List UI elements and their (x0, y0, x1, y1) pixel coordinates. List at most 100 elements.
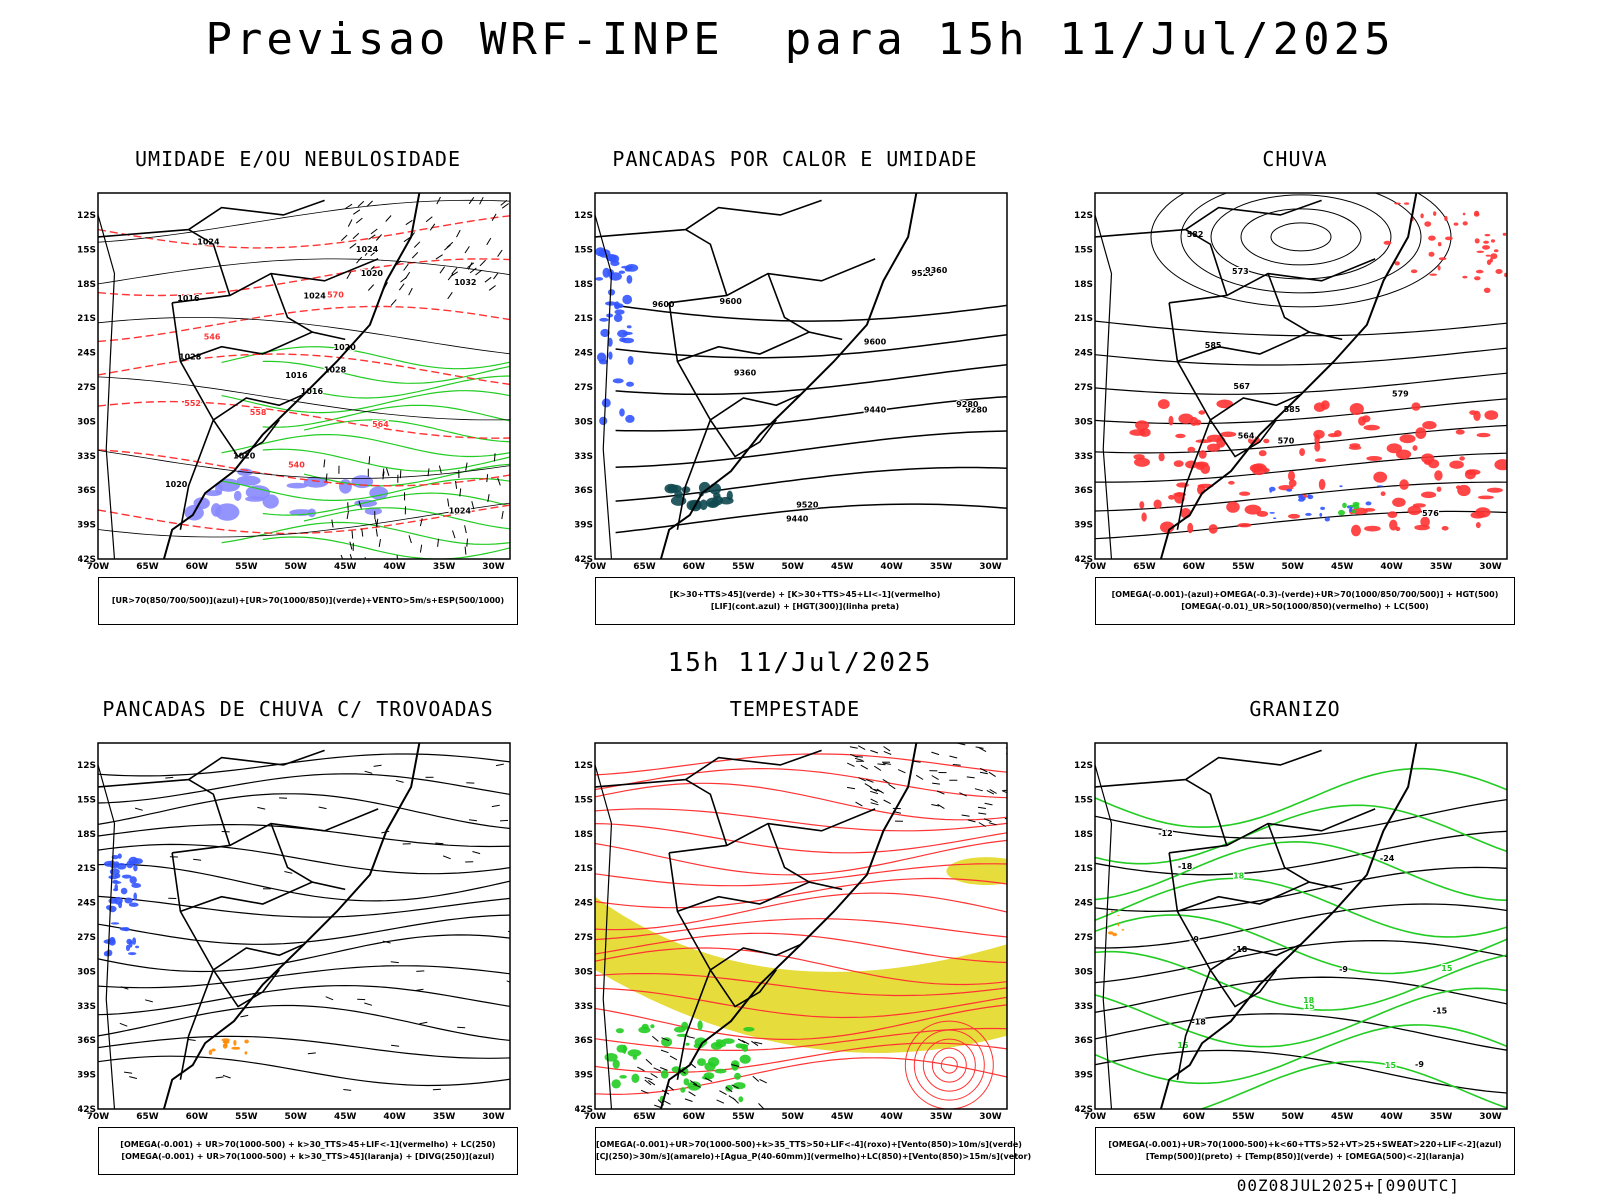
flow-arrow (472, 851, 481, 855)
temp850-contour (1095, 987, 1507, 1048)
wind-vector (741, 1039, 750, 1045)
panel-title: PANCADAS DE CHUVA C/ TROVOADAS (102, 697, 494, 721)
legend-line: [OMEGA(-0.001)-(azul)+OMEGA(-0.3)-(verde… (1111, 590, 1499, 599)
lon-tick-label: 30W (979, 1112, 1002, 1122)
flow-arrow (318, 806, 327, 810)
hgt300-contour (615, 364, 1007, 396)
wind-vector (883, 750, 892, 755)
lon-tick-label: 50W (285, 1112, 308, 1122)
lif-area (612, 378, 624, 384)
streamline (595, 877, 1007, 909)
state-border (212, 969, 280, 1008)
rain-area (1387, 511, 1398, 518)
rain-area (1422, 421, 1437, 430)
wind-vector (663, 1100, 671, 1105)
lat-tick-label: 21S (78, 864, 96, 874)
wind-vector (937, 803, 945, 810)
lat-tick-label: 36S (575, 486, 593, 496)
lif-area (605, 301, 617, 306)
temp850-contour (1095, 804, 1507, 865)
omega-orange-area (1121, 929, 1125, 931)
legend-line: [CJ(250)>30m/s](amarelo)+[Agua_P(40-60mm… (596, 1152, 1032, 1161)
rain-area (1421, 491, 1437, 499)
hgt300-contour (615, 503, 1007, 534)
lif-area (617, 329, 628, 338)
convection-blue-area (133, 864, 138, 872)
lif-area (621, 265, 634, 269)
wind-green-area (714, 1041, 727, 1048)
lon-tick-label: 60W (1183, 1112, 1206, 1122)
wind-vector (688, 1091, 696, 1097)
hgt300-contour (615, 333, 1007, 359)
rain-area (1349, 403, 1364, 415)
omega-blue-area (1269, 512, 1275, 514)
wind-vector (669, 1055, 678, 1061)
humidity-green-contour (262, 536, 510, 559)
temp500-contour (1095, 976, 1507, 1013)
rain-area (1455, 429, 1465, 435)
wind-green-area (632, 1055, 638, 1060)
wind-vector (759, 1078, 767, 1084)
flow-arrow (307, 1052, 316, 1055)
rain-area (1410, 269, 1418, 274)
temp500-contour (1095, 939, 1507, 984)
lat-tick-label: 21S (78, 314, 96, 324)
streamline (595, 863, 1007, 887)
lon-tick-label: 70W (1084, 562, 1107, 572)
omega-orange-area (1108, 931, 1114, 935)
rain-area (1237, 523, 1252, 528)
convection-blue-area (129, 876, 137, 884)
wind-vector (425, 216, 433, 223)
wind-vector (883, 746, 891, 752)
legend-box: [UR>70(850/700/500)](azul)+[UR>70(1000/8… (98, 577, 518, 625)
streamline (595, 987, 1007, 1019)
hgt500-contour (1180, 193, 1422, 294)
convection-orange-area (208, 1049, 213, 1055)
rain-area (1394, 261, 1400, 266)
wind-green-area (641, 1023, 649, 1030)
streamline (595, 1004, 1007, 1040)
streamline (595, 839, 1007, 876)
rain-area (1493, 249, 1499, 253)
contour-label: 576 (1422, 509, 1439, 518)
convection-orange-area (244, 1039, 249, 1044)
legend-line: [Temp(500)](preto) + [Temp(850)](verde) … (1145, 1152, 1465, 1161)
wind-green-area (627, 1049, 642, 1057)
streamline (98, 934, 510, 973)
temp500-contour (1095, 1049, 1507, 1094)
flow-arrow (435, 842, 444, 845)
legend-line: [K>30+TTS>45](verde) + [K>30+TTS>45+LI<-… (669, 590, 941, 599)
lif-area (607, 289, 616, 296)
convection-blue-area (125, 944, 131, 952)
rain-area (1457, 484, 1471, 497)
wind-vector (979, 771, 988, 775)
wind-vector (475, 269, 483, 276)
rain-area (1135, 420, 1150, 431)
humidity-green-contour (262, 448, 510, 472)
hgt300-contour (615, 430, 1007, 468)
contour-label: 15 (1441, 964, 1453, 973)
lat-tick-label: 15S (78, 795, 96, 805)
lon-tick-label: 50W (285, 562, 308, 572)
lif-area (613, 313, 623, 323)
lon-tick-label: 50W (782, 1112, 805, 1122)
contour-label: 9600 (652, 300, 675, 309)
isobar (98, 450, 510, 479)
flow-arrow (284, 871, 293, 874)
coastline-west (98, 764, 116, 1109)
lat-tick-label: 15S (78, 245, 96, 255)
rain-area (1363, 508, 1376, 512)
wind-vector (491, 213, 497, 222)
wind-vector (977, 806, 986, 809)
wind-vector (446, 241, 454, 248)
wind-vector (500, 199, 508, 206)
rain-area (1436, 486, 1442, 492)
wind-vector (1004, 818, 1007, 820)
rain-area (1424, 459, 1432, 465)
omega-blue-area (1307, 494, 1311, 499)
rain-area (1395, 526, 1401, 532)
wind-vector (984, 802, 993, 806)
page-title: Previsao WRF-INPE para 15h 11/Jul/2025 (205, 14, 1395, 65)
rain-area (1404, 202, 1410, 205)
